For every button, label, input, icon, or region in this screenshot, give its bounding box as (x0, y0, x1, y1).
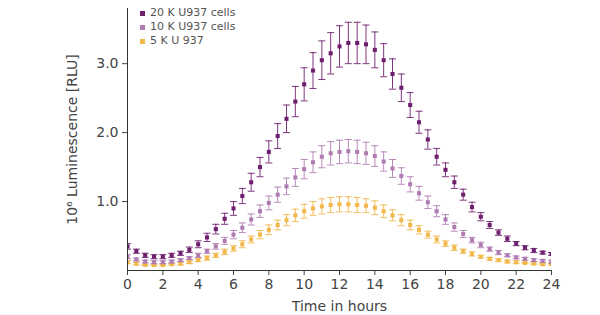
svg-text:16: 16 (401, 276, 419, 292)
svg-text:10⁶ Luminescence [RLU]: 10⁶ Luminescence [RLU] (64, 54, 80, 225)
svg-text:2.0: 2.0 (96, 124, 118, 140)
svg-text:6: 6 (229, 276, 238, 292)
html-text:20 K U937 cells: 20 K U937 cells (150, 6, 236, 19)
svg-text:4: 4 (194, 276, 203, 292)
svg-text:14: 14 (366, 276, 384, 292)
svg-text:1.0: 1.0 (96, 193, 118, 209)
svg-text:24: 24 (543, 276, 561, 292)
svg-text:18: 18 (437, 276, 455, 292)
html-text:5 K U 937: 5 K U 937 (150, 34, 204, 47)
svg-text:12: 12 (331, 276, 349, 292)
svg-text:10: 10 (295, 276, 313, 292)
svg-text:8: 8 (264, 276, 273, 292)
svg-text:2: 2 (158, 276, 167, 292)
svg-text:0: 0 (123, 276, 132, 292)
svg-text:22: 22 (507, 276, 525, 292)
svg-text:20: 20 (472, 276, 490, 292)
svg-text:Time in hours: Time in hours (291, 298, 387, 314)
svg-text:3.0: 3.0 (96, 55, 118, 71)
html-text:10 K U937 cells: 10 K U937 cells (150, 20, 236, 33)
